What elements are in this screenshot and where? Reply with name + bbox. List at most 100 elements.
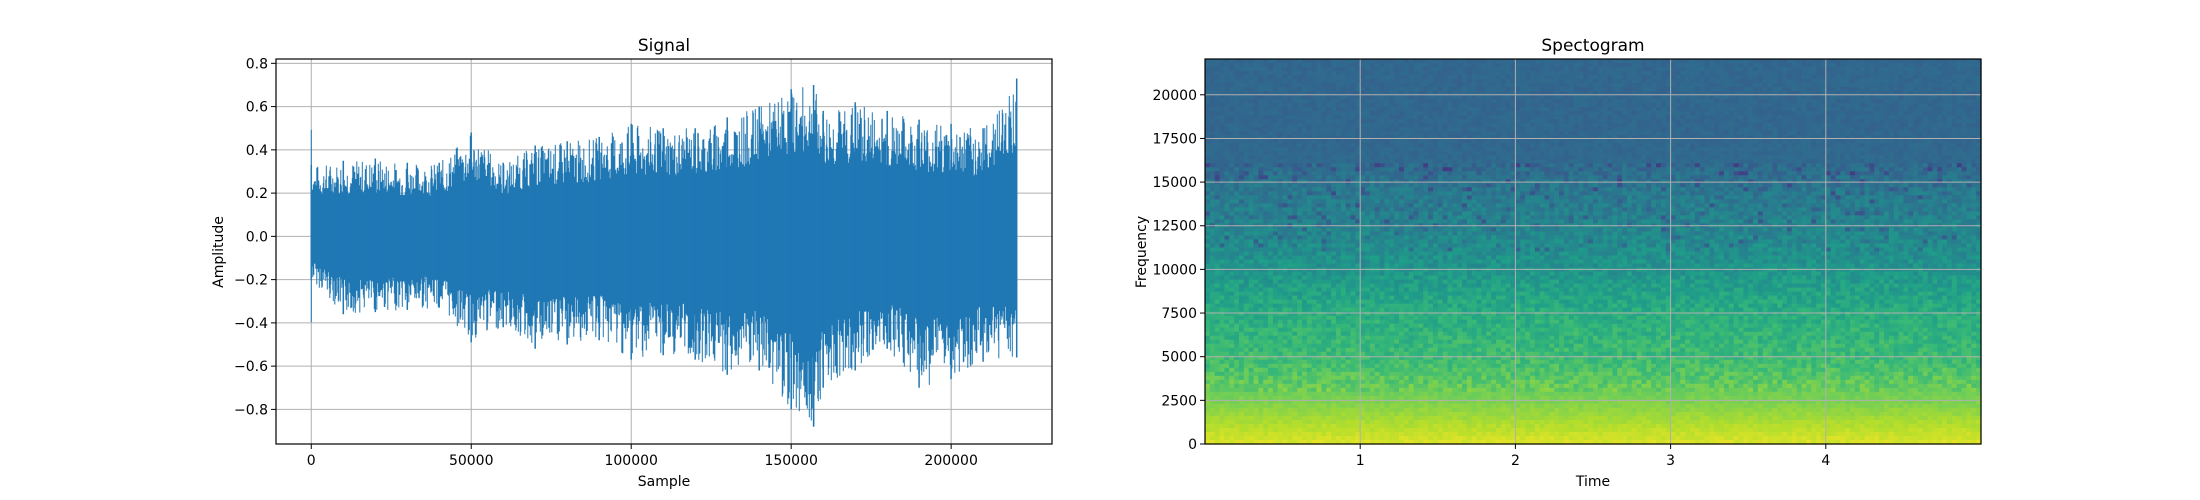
spectrogram-cell [1636, 127, 1643, 132]
spectrogram-cell [1321, 71, 1327, 76]
spectrogram-cell [1859, 167, 1866, 172]
spectrogram-cell [1733, 103, 1740, 108]
spectrogram-cell [1699, 99, 1706, 104]
spectrogram-cell [1690, 123, 1696, 128]
spectrogram-cell [1622, 147, 1628, 152]
spectrogram-cell [1432, 119, 1439, 124]
spectrogram-cell [1389, 159, 1395, 164]
spectrogram-cell [1428, 107, 1434, 112]
spectrogram-cell [1966, 87, 1972, 92]
spectrogram-cell [1835, 167, 1841, 172]
spectrogram-cell [1903, 103, 1909, 108]
spectrogram-cell [1214, 115, 1221, 120]
spectrogram-cell [1898, 175, 1904, 180]
spectrogram-cell [1607, 59, 1613, 64]
spectrogram-cell [1374, 175, 1381, 180]
spectrogram-cell [1554, 115, 1560, 120]
spectrogram-cell [1471, 63, 1478, 68]
spectrogram-cell [1588, 115, 1594, 120]
spectrogram-cell [1500, 147, 1507, 152]
spectrogram-cell [1253, 111, 1259, 116]
spectrogram-cell [1738, 103, 1744, 108]
spectrogram-cell [1966, 63, 1972, 68]
spectrogram-cell [1641, 127, 1647, 132]
spectrogram-cell [1927, 171, 1934, 176]
spectrogram-cell [1796, 147, 1803, 152]
spectrogram-cell [1219, 71, 1225, 76]
spectrogram-cell [1486, 119, 1492, 124]
spectrogram-cell [1496, 159, 1502, 164]
spectrogram-cell [1951, 87, 1958, 92]
spectrogram-cell [1680, 59, 1686, 64]
spectrogram-cell [1801, 155, 1807, 160]
spectrogram-cell [1811, 99, 1817, 104]
spectrogram-cell [1316, 75, 1322, 80]
spectrogram-cell [1937, 131, 1943, 136]
spectrogram-cell [1951, 163, 1958, 168]
spectrogram-cell [1607, 107, 1613, 112]
spectrogram-cell [1966, 171, 1972, 176]
spectrogram-cell [1675, 167, 1681, 172]
spectrogram-cell [1636, 131, 1643, 136]
spectrogram-cell [1961, 159, 1968, 164]
spectrogram-cell [1496, 83, 1502, 88]
spectrogram-cell [1884, 67, 1890, 72]
spectrogram-cell [1961, 59, 1968, 64]
spectrogram-cell [1961, 115, 1968, 120]
spectrogram-cell [1641, 75, 1647, 80]
spectrogram-cell [1607, 147, 1613, 152]
spectrogram-cell [1850, 119, 1856, 124]
spectrogram-cell [1743, 79, 1749, 84]
spectrogram-cell [1617, 59, 1623, 64]
spectrogram-cell [1709, 79, 1715, 84]
spectrogram-cell [1282, 91, 1289, 96]
spectrogram-cell [1505, 167, 1512, 172]
spectrogram-cell [1830, 95, 1837, 100]
spectrogram-cell [1762, 155, 1769, 160]
spectrogram-cell [1685, 155, 1691, 160]
spectrogram-cell [1840, 135, 1846, 140]
spectrogram-cell [1423, 155, 1429, 160]
spectrogram-cell [1869, 155, 1875, 160]
spectrogram-cell [1917, 107, 1924, 112]
spectrogram-cell [1840, 123, 1846, 128]
spectrogram-cell [1850, 83, 1856, 88]
spectrogram-cell [1782, 147, 1788, 152]
spectrogram-cell [1316, 159, 1322, 164]
spectrogram-cell [1360, 159, 1366, 164]
spectrogram-cell [1544, 163, 1550, 168]
spectrogram-cell [1214, 147, 1221, 152]
spectrogram-cell [1350, 103, 1356, 108]
spectrogram-cell [1728, 95, 1735, 100]
spectrogram-cell [1753, 163, 1759, 168]
spectrogram-cell [1549, 143, 1555, 148]
spectrogram-cell [1292, 75, 1298, 80]
spectrogram-cell [1525, 115, 1531, 120]
spectrogram-cell [1723, 67, 1730, 72]
spectrogram-cell [1505, 95, 1512, 100]
spectrogram-cell [1578, 87, 1584, 92]
spectrogram-cell [1651, 147, 1657, 152]
spectrogram-cell [1670, 147, 1677, 152]
spectrogram-cell [1898, 119, 1904, 124]
spectrogram-cell [1796, 175, 1803, 180]
spectrogram-cell [1578, 83, 1584, 88]
spectrogram-cell [1316, 95, 1322, 100]
spectrogram-cell [1971, 175, 1977, 180]
spectrogram-cell [1384, 127, 1390, 132]
spectrogram-cell [1413, 95, 1419, 100]
spectrogram-cell [1748, 143, 1754, 148]
spectrogram-cell [1365, 131, 1371, 136]
spectrogram-cell [1568, 123, 1575, 128]
spectrogram-cell [1753, 119, 1759, 124]
spectrogram-cell [1447, 123, 1453, 128]
spectrogram-cell [1277, 115, 1284, 120]
spectrogram-cell [1845, 159, 1851, 164]
spectrogram-cell [1350, 127, 1356, 132]
spectrogram-cell [1728, 71, 1735, 76]
spectrogram-cell [1597, 167, 1604, 172]
spectrogram-cell [1927, 119, 1934, 124]
spectrogram-cell [1612, 167, 1618, 172]
spectrogram-cell [1583, 99, 1589, 104]
spectrogram-cell [1277, 59, 1284, 64]
